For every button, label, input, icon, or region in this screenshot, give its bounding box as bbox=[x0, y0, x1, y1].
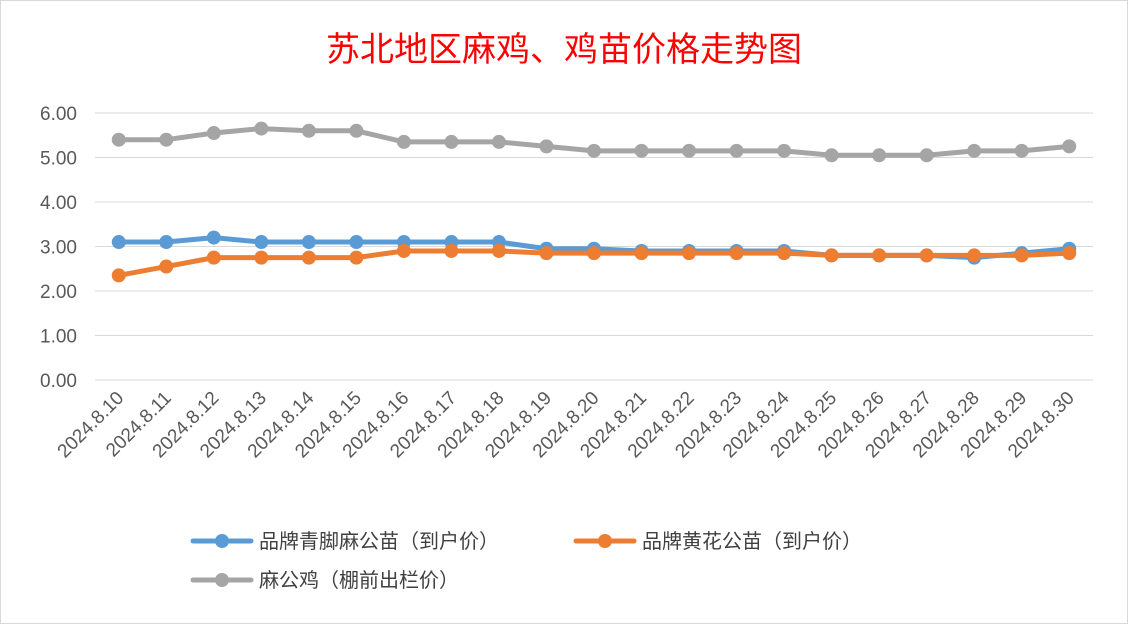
data-point bbox=[349, 235, 364, 250]
y-tick-label: 3.00 bbox=[40, 238, 77, 259]
data-point bbox=[587, 143, 601, 158]
legend-marker bbox=[598, 534, 612, 548]
data-point bbox=[634, 246, 649, 261]
data-point bbox=[206, 126, 221, 141]
data-point bbox=[444, 134, 459, 149]
legend-marker bbox=[215, 573, 229, 587]
x-axis: 2024.8.102024.8.112024.8.122024.8.132024… bbox=[54, 387, 1079, 462]
data-point bbox=[777, 143, 792, 158]
plot-area bbox=[111, 121, 1077, 283]
series-3 bbox=[111, 121, 1077, 163]
legend-label: 品牌黄花公苗（到户价） bbox=[642, 529, 862, 553]
data-point bbox=[111, 235, 126, 250]
data-point bbox=[587, 246, 601, 261]
data-point bbox=[1014, 143, 1029, 158]
y-tick-label: 2.00 bbox=[40, 282, 77, 303]
data-point bbox=[111, 132, 126, 147]
legend-item: 品牌青脚麻公苗（到户价） bbox=[190, 529, 499, 553]
data-point bbox=[539, 139, 554, 154]
data-point bbox=[111, 268, 126, 283]
data-point bbox=[1062, 246, 1077, 261]
series-2 bbox=[111, 243, 1077, 283]
y-axis: 0.00 1.00 2.00 3.00 4.00 5.00 6.00 bbox=[40, 104, 77, 392]
data-point bbox=[824, 148, 839, 163]
data-point bbox=[491, 134, 506, 149]
data-point bbox=[301, 123, 316, 138]
data-point bbox=[682, 143, 697, 158]
chart-title: 苏北地区麻鸡、鸡苗价格走势图 bbox=[326, 30, 802, 70]
data-point bbox=[301, 235, 316, 250]
legend-label: 品牌青脚麻公苗（到户价） bbox=[259, 529, 499, 553]
data-point bbox=[349, 250, 364, 265]
legend-item: 麻公鸡（棚前出栏价） bbox=[190, 568, 459, 592]
data-point bbox=[1014, 248, 1029, 263]
data-point bbox=[634, 143, 649, 158]
data-point bbox=[349, 123, 364, 138]
data-point bbox=[491, 243, 506, 258]
data-point bbox=[159, 259, 174, 274]
data-point bbox=[444, 243, 459, 258]
data-point bbox=[206, 250, 221, 265]
legend: 品牌青脚麻公苗（到户价） 品牌黄花公苗（到户价） 麻公鸡（棚前出栏价） bbox=[190, 529, 862, 592]
data-point bbox=[919, 248, 934, 263]
y-tick-label: 4.00 bbox=[40, 193, 77, 214]
legend-marker bbox=[215, 534, 229, 548]
data-point bbox=[967, 248, 982, 263]
data-point bbox=[159, 235, 174, 250]
y-tick-label: 1.00 bbox=[40, 327, 77, 348]
data-point bbox=[396, 134, 411, 149]
data-point bbox=[682, 246, 697, 261]
data-point bbox=[254, 235, 269, 250]
data-point bbox=[967, 143, 982, 158]
data-point bbox=[301, 250, 316, 265]
data-point bbox=[539, 246, 554, 261]
data-point bbox=[1062, 139, 1077, 154]
legend-label: 麻公鸡（棚前出栏价） bbox=[259, 568, 459, 592]
data-point bbox=[729, 143, 744, 158]
data-point bbox=[206, 230, 221, 245]
legend-item: 品牌黄花公苗（到户价） bbox=[573, 529, 862, 553]
data-point bbox=[159, 132, 174, 147]
data-point bbox=[254, 121, 269, 136]
data-point bbox=[919, 148, 934, 163]
data-point bbox=[396, 243, 411, 258]
data-point bbox=[872, 148, 887, 163]
data-point bbox=[777, 246, 792, 261]
y-tick-label: 5.00 bbox=[40, 149, 77, 170]
data-point bbox=[729, 246, 744, 261]
y-tick-label: 0.00 bbox=[40, 371, 77, 392]
data-point bbox=[824, 248, 839, 263]
data-point bbox=[872, 248, 887, 263]
y-tick-label: 6.00 bbox=[40, 104, 77, 125]
data-point bbox=[254, 250, 269, 265]
